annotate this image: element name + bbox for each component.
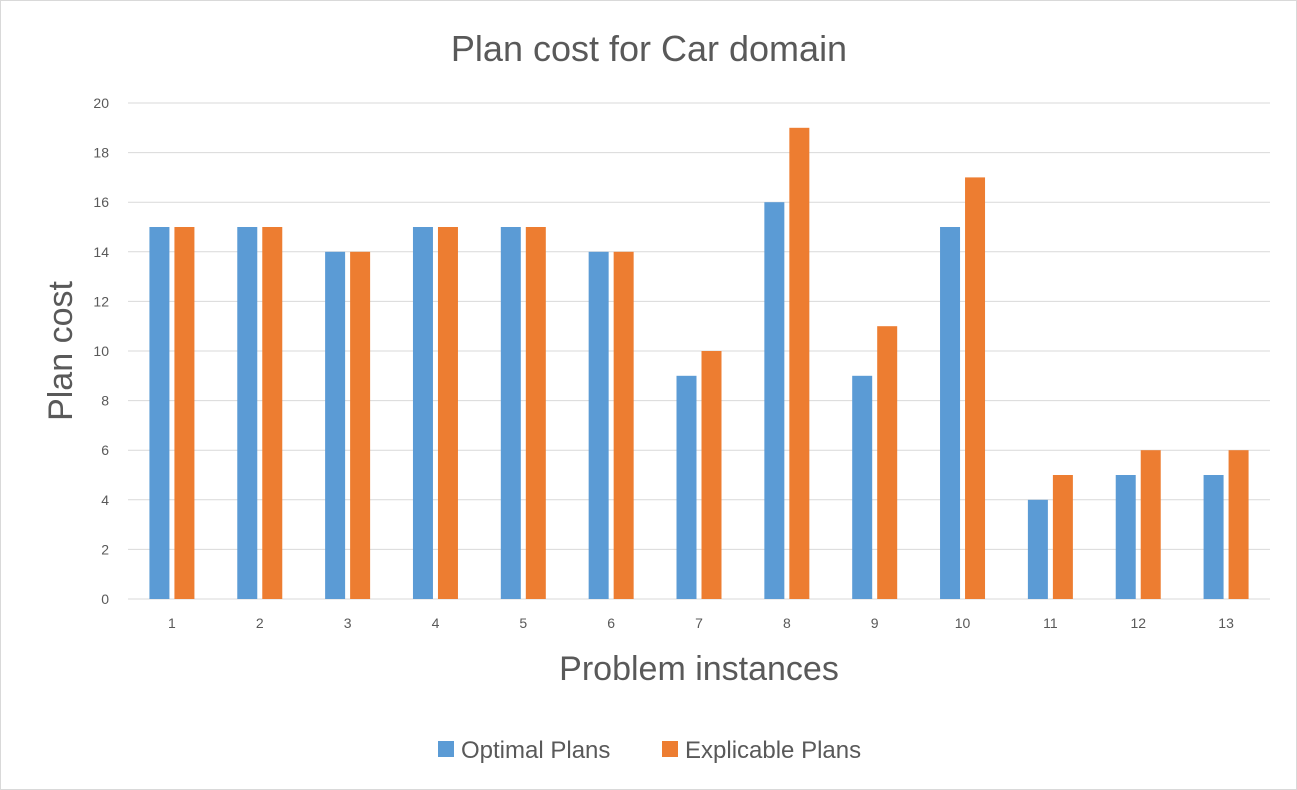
bar-optimal-11 (1027, 499, 1048, 599)
bar-explicable-1 (174, 227, 195, 599)
bar-optimal-8 (764, 202, 785, 599)
bar-optimal-9 (852, 375, 873, 599)
y-tick-label: 4 (101, 492, 109, 508)
bar-explicable-8 (789, 127, 810, 600)
bar-optimal-10 (940, 227, 961, 599)
bar-explicable-2 (262, 227, 283, 599)
bar-explicable-3 (350, 251, 371, 600)
legend-label-explicable: Explicable Plans (685, 737, 861, 764)
bar-optimal-13 (1203, 475, 1224, 599)
bar-optimal-7 (676, 375, 697, 599)
y-axis-title: Plan cost (42, 281, 80, 421)
legend-swatch-explicable (662, 741, 678, 757)
bar-optimal-3 (325, 251, 346, 600)
x-tick-label: 9 (871, 615, 879, 631)
y-tick-label: 10 (93, 343, 109, 359)
bars (149, 127, 1249, 600)
bar-explicable-12 (1140, 450, 1161, 599)
legend: Optimal Plans Explicable Plans (438, 737, 861, 764)
x-tick-label: 6 (607, 615, 615, 631)
bar-optimal-4 (412, 227, 433, 599)
x-tick-label: 3 (344, 615, 352, 631)
bar-explicable-6 (613, 251, 634, 600)
bar-explicable-9 (877, 326, 898, 599)
y-tick-labels: 0 2 4 6 8 10 12 14 16 18 20 (93, 95, 109, 607)
y-tick-label: 2 (101, 541, 109, 557)
bar-explicable-13 (1228, 450, 1249, 599)
x-tick-label: 10 (955, 615, 971, 631)
y-tick-label: 12 (93, 293, 109, 309)
x-tick-label: 7 (695, 615, 703, 631)
x-tick-label: 13 (1218, 615, 1234, 631)
x-tick-label: 8 (783, 615, 791, 631)
bar-optimal-2 (237, 227, 258, 599)
bar-explicable-4 (437, 227, 458, 599)
legend-swatch-optimal (438, 741, 454, 757)
x-tick-label: 2 (256, 615, 264, 631)
x-tick-label: 11 (1043, 615, 1058, 631)
bar-optimal-5 (500, 227, 521, 599)
x-tick-label: 12 (1130, 615, 1146, 631)
bar-explicable-7 (701, 351, 722, 599)
bar-explicable-5 (525, 227, 546, 599)
bar-optimal-1 (149, 227, 170, 599)
y-tick-label: 18 (93, 145, 109, 161)
y-tick-label: 14 (93, 244, 109, 260)
y-tick-label: 16 (93, 194, 109, 210)
x-tick-label: 5 (519, 615, 527, 631)
legend-label-optimal: Optimal Plans (461, 737, 610, 764)
x-tick-label: 1 (168, 615, 176, 631)
bar-explicable-10 (965, 177, 986, 599)
x-tick-labels: 1 2 3 4 5 6 7 8 9 10 11 12 13 (168, 615, 1234, 631)
bar-optimal-12 (1115, 475, 1136, 599)
y-tick-label: 20 (93, 95, 109, 111)
bar-explicable-11 (1052, 475, 1073, 599)
bar-optimal-6 (588, 251, 609, 600)
x-tick-label: 4 (432, 615, 440, 631)
y-tick-label: 0 (101, 591, 109, 607)
chart-title: Plan cost for Car domain (451, 28, 847, 69)
y-tick-label: 6 (101, 442, 109, 458)
y-tick-label: 8 (101, 393, 109, 409)
gridlines (128, 102, 1270, 600)
x-axis-title: Problem instances (559, 650, 839, 688)
